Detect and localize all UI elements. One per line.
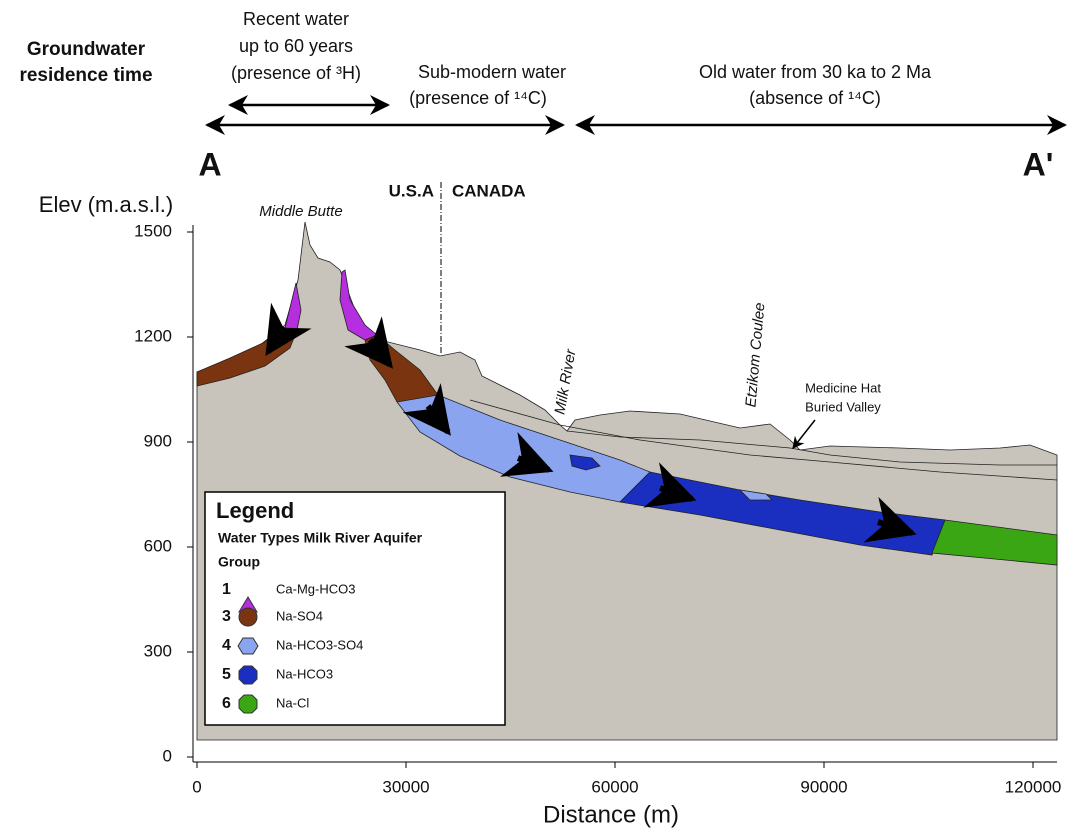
period-text: Old water from 30 ka to 2 Ma [699,62,932,82]
legend-symbol [239,608,257,626]
legend-name: Ca-Mg-HCO3 [276,581,355,596]
feature-label: Middle Butte [259,203,342,220]
period-text: Recent water [243,9,349,29]
y-tick-label: 1500 [134,221,172,240]
header-label: residence time [19,65,152,86]
feature-label: Buried Valley [805,399,881,414]
legend-name: Na-SO4 [276,608,323,623]
section-end: A' [1023,146,1054,182]
x-axis-label: Distance (m) [543,801,679,828]
y-tick-label: 300 [144,641,172,660]
cross-section: Groundwater residence time Recent water … [0,0,1075,832]
y-tick-label: 900 [144,431,172,450]
x-tick-label: 60000 [591,777,638,796]
legend-symbol [239,695,257,713]
legend-symbol [238,638,258,654]
feature-label: Medicine Hat [805,380,881,395]
legend-group: 4 [222,637,231,654]
period-text: (absence of ¹⁴C) [749,88,881,108]
pointer-arrow [793,420,815,448]
x-tick-label: 120000 [1005,777,1062,796]
period-text: (presence of ¹⁴C) [409,88,547,108]
x-tick-label: 0 [192,777,201,796]
legend-group: 5 [222,666,231,683]
period-text: (presence of ³H) [231,63,361,83]
legend-group: 6 [222,695,231,712]
y-tick-label: 1200 [134,326,172,345]
header-label: Groundwater [27,39,146,60]
feature-label: Milk River [551,347,579,416]
legend-group: 1 [222,581,231,598]
y-axis-label: Elev (m.a.s.l.) [39,192,173,217]
feature-label: Etzikom Coulee [742,302,768,408]
legend-subtitle: Water Types Milk River Aquifer [218,530,423,546]
legend-name: Na-HCO3 [276,666,333,681]
border-label: U.S.A [389,181,434,200]
period-text: Sub-modern water [418,62,566,82]
y-tick-label: 0 [163,746,172,765]
legend-name: Na-Cl [276,695,309,710]
legend-name: Na-HCO3-SO4 [276,637,363,652]
border-label: CANADA [452,181,526,200]
y-tick-label: 600 [144,536,172,555]
legend-symbol [239,666,257,684]
period-text: up to 60 years [239,36,353,56]
legend-subtitle: Group [218,554,260,570]
legend-title: Legend [216,498,294,523]
x-tick-label: 30000 [382,777,429,796]
legend-group: 3 [222,608,231,625]
section-end: A [198,146,221,182]
x-tick-label: 90000 [800,777,847,796]
